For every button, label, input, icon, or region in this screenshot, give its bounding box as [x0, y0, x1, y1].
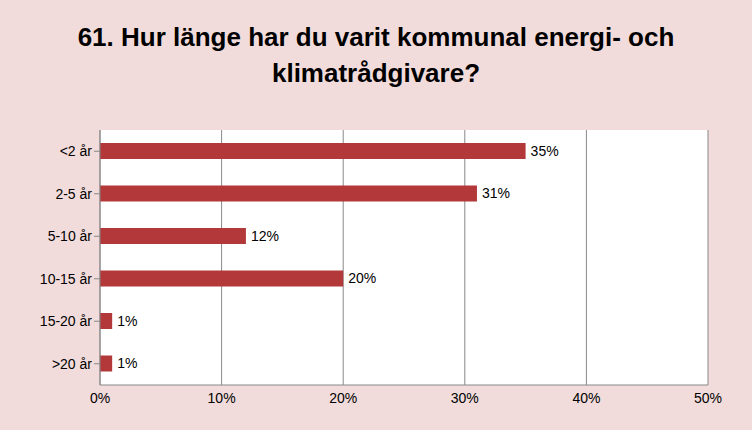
svg-text:50%: 50% — [694, 390, 722, 406]
svg-text:0%: 0% — [90, 390, 110, 406]
svg-text:10%: 10% — [208, 390, 236, 406]
svg-text:>20 år: >20 år — [52, 356, 92, 372]
svg-text:2-5 år: 2-5 år — [55, 186, 92, 202]
svg-text:35%: 35% — [531, 143, 559, 159]
svg-text:1%: 1% — [117, 313, 137, 329]
svg-text:10-15 år: 10-15 år — [40, 271, 92, 287]
svg-text:20%: 20% — [348, 270, 376, 286]
svg-text:1%: 1% — [117, 355, 137, 371]
svg-text:20%: 20% — [329, 390, 357, 406]
svg-text:15-20 år: 15-20 år — [40, 313, 92, 329]
svg-text:5-10 år: 5-10 år — [48, 228, 93, 244]
svg-text:40%: 40% — [572, 390, 600, 406]
svg-text:30%: 30% — [451, 390, 479, 406]
svg-text:<2 år: <2 år — [60, 143, 93, 159]
svg-text:12%: 12% — [251, 228, 279, 244]
html-text:61. Hur länge har du varit kom: 61. Hur länge har du varit kommunal ener… — [77, 22, 675, 88]
svg-text:31%: 31% — [482, 185, 510, 201]
